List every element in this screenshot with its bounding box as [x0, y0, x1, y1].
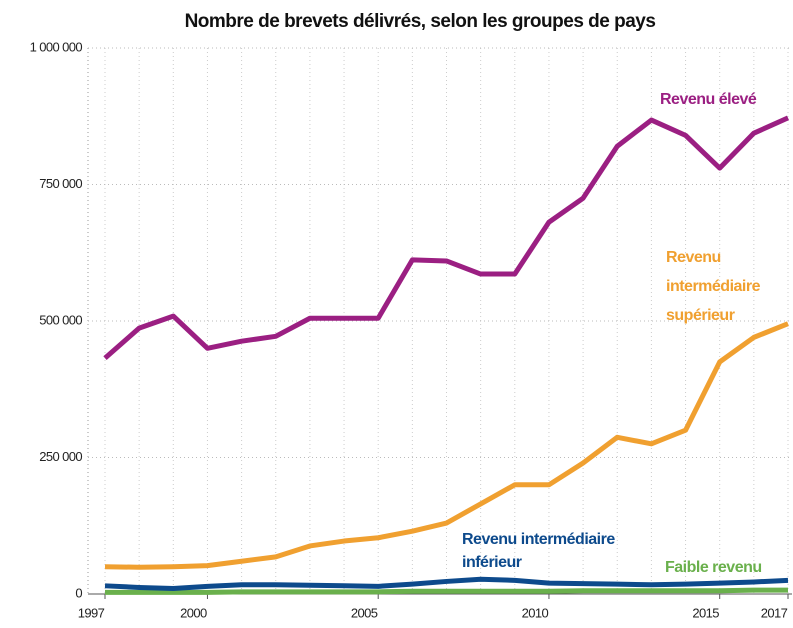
y-tick-label: 250 000 [39, 449, 82, 464]
series-line [103, 115, 790, 361]
x-tick-label: 2000 [180, 605, 207, 620]
x-tick-label: 2005 [351, 605, 378, 620]
series-line [105, 587, 788, 595]
x-tick-label: 2017 [761, 605, 788, 620]
chart-title: Nombre de brevets délivrés, selon les gr… [185, 11, 656, 32]
series-line [104, 321, 789, 570]
y-tick-label: 500 000 [39, 312, 82, 327]
y-tick-label: 0 [75, 585, 82, 600]
y-tick-label: 750 000 [39, 176, 82, 191]
x-tick-label: 2015 [692, 605, 719, 620]
series-label: Revenu intermédiaire supérieur [666, 249, 761, 324]
series-label: Faible revenu [665, 559, 762, 576]
series-label: Revenu élevé [660, 91, 757, 108]
x-tick-label: 2010 [522, 605, 549, 620]
series-line [104, 576, 789, 592]
series-label: Revenu intermédiaire inférieur [462, 531, 615, 571]
x-tick-label: 1997 [78, 605, 105, 620]
y-tick-label: 1 000 000 [30, 39, 83, 54]
